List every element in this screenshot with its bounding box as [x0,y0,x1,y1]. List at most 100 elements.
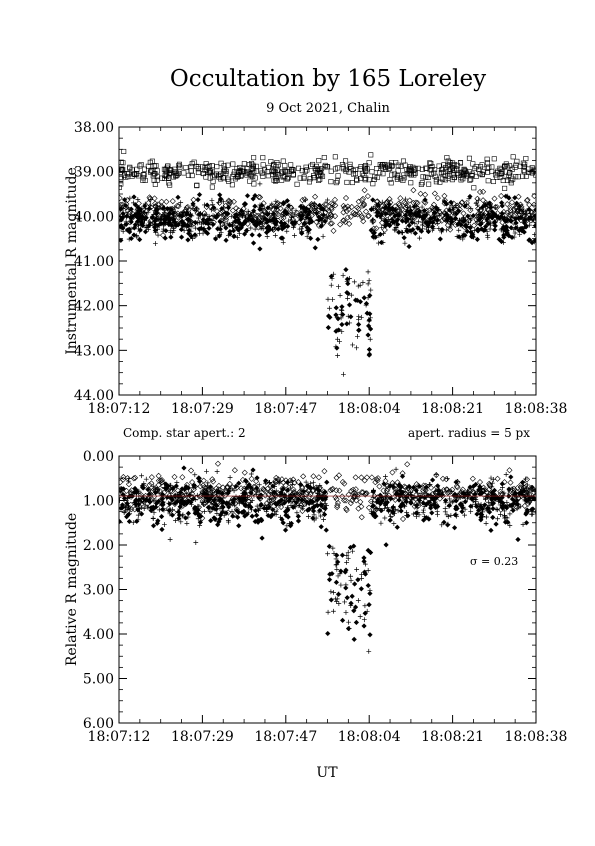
data-point [175,509,182,515]
data-point [229,182,235,188]
data-point [344,559,350,565]
data-point [258,502,264,509]
data-point [382,515,388,521]
data-point [328,206,335,213]
data-point [482,223,489,230]
data-point [510,507,516,514]
data-point [482,210,489,217]
data-point [490,505,496,512]
data-point [396,497,402,503]
data-point [345,295,351,301]
data-point [195,197,201,203]
data-point [420,222,425,228]
data-point [267,479,273,485]
data-point [362,571,369,577]
data-point [275,226,281,232]
data-point [138,511,145,517]
data-point [193,163,199,169]
data-point [225,162,231,168]
data-point [161,166,167,172]
data-point [415,225,421,231]
data-point [514,506,520,512]
data-point [126,476,132,481]
data-point [319,166,325,172]
data-point [225,518,231,523]
data-point [153,163,159,169]
data-point [499,505,506,511]
data-point [474,236,481,243]
x-tick-label: 18:08:38 [505,729,568,745]
data-point [342,569,348,575]
data-point [411,172,417,178]
data-point [481,486,487,492]
data-point [310,505,316,511]
data-point [409,219,415,226]
data-point [490,179,496,185]
data-point [445,173,451,179]
x-tick-label: 18:07:29 [171,401,234,417]
data-point [141,172,147,178]
data-point [318,513,324,519]
data-point [494,214,500,220]
data-point [119,217,125,223]
data-point [468,509,474,514]
data-point [233,494,239,500]
data-point [285,506,291,513]
data-point [279,235,286,241]
data-point [214,460,221,467]
data-point [325,215,330,221]
data-point [260,173,266,179]
data-point [262,215,268,222]
data-point [214,511,220,516]
data-point [499,169,505,175]
data-point [358,586,365,592]
top-panel: 38.0039.0040.0041.0042.0043.0044.0018:07… [64,120,567,417]
data-point [349,593,355,599]
data-point [417,235,422,241]
data-point [441,519,447,525]
data-point [274,218,280,225]
data-point [173,222,179,229]
data-point [248,475,255,482]
data-point [372,234,379,240]
data-point [304,487,312,494]
data-point [470,483,477,490]
data-point [235,207,242,214]
data-point [477,221,483,228]
data-point [444,522,451,528]
data-point [242,497,248,503]
data-point [265,491,272,498]
data-point [453,504,459,510]
data-point [214,494,220,500]
data-point [137,491,144,498]
data-point [221,199,226,205]
data-point [382,474,388,479]
data-point [142,218,148,223]
data-point [412,230,419,236]
data-point [422,197,428,203]
data-point [398,508,404,514]
data-point [350,342,355,348]
data-point [280,174,286,180]
data-point [519,479,526,486]
data-point [483,497,488,502]
data-point [365,281,371,287]
data-point [508,218,514,224]
data-point [334,596,340,602]
data-point [333,556,339,562]
data-point [501,234,507,240]
y-axis-label: Instrumental R magnitude [64,167,80,355]
data-point [322,489,328,496]
data-point [210,178,216,184]
data-point [287,495,293,501]
data-point [155,518,161,524]
data-point [255,212,262,219]
data-point [367,632,373,638]
chart-subtitle: 9 Oct 2021, Chalin [266,101,390,116]
data-point [429,164,435,170]
data-point [125,511,131,518]
data-point [332,213,339,220]
data-point [183,484,189,490]
data-point [223,237,229,243]
data-point [216,233,223,239]
